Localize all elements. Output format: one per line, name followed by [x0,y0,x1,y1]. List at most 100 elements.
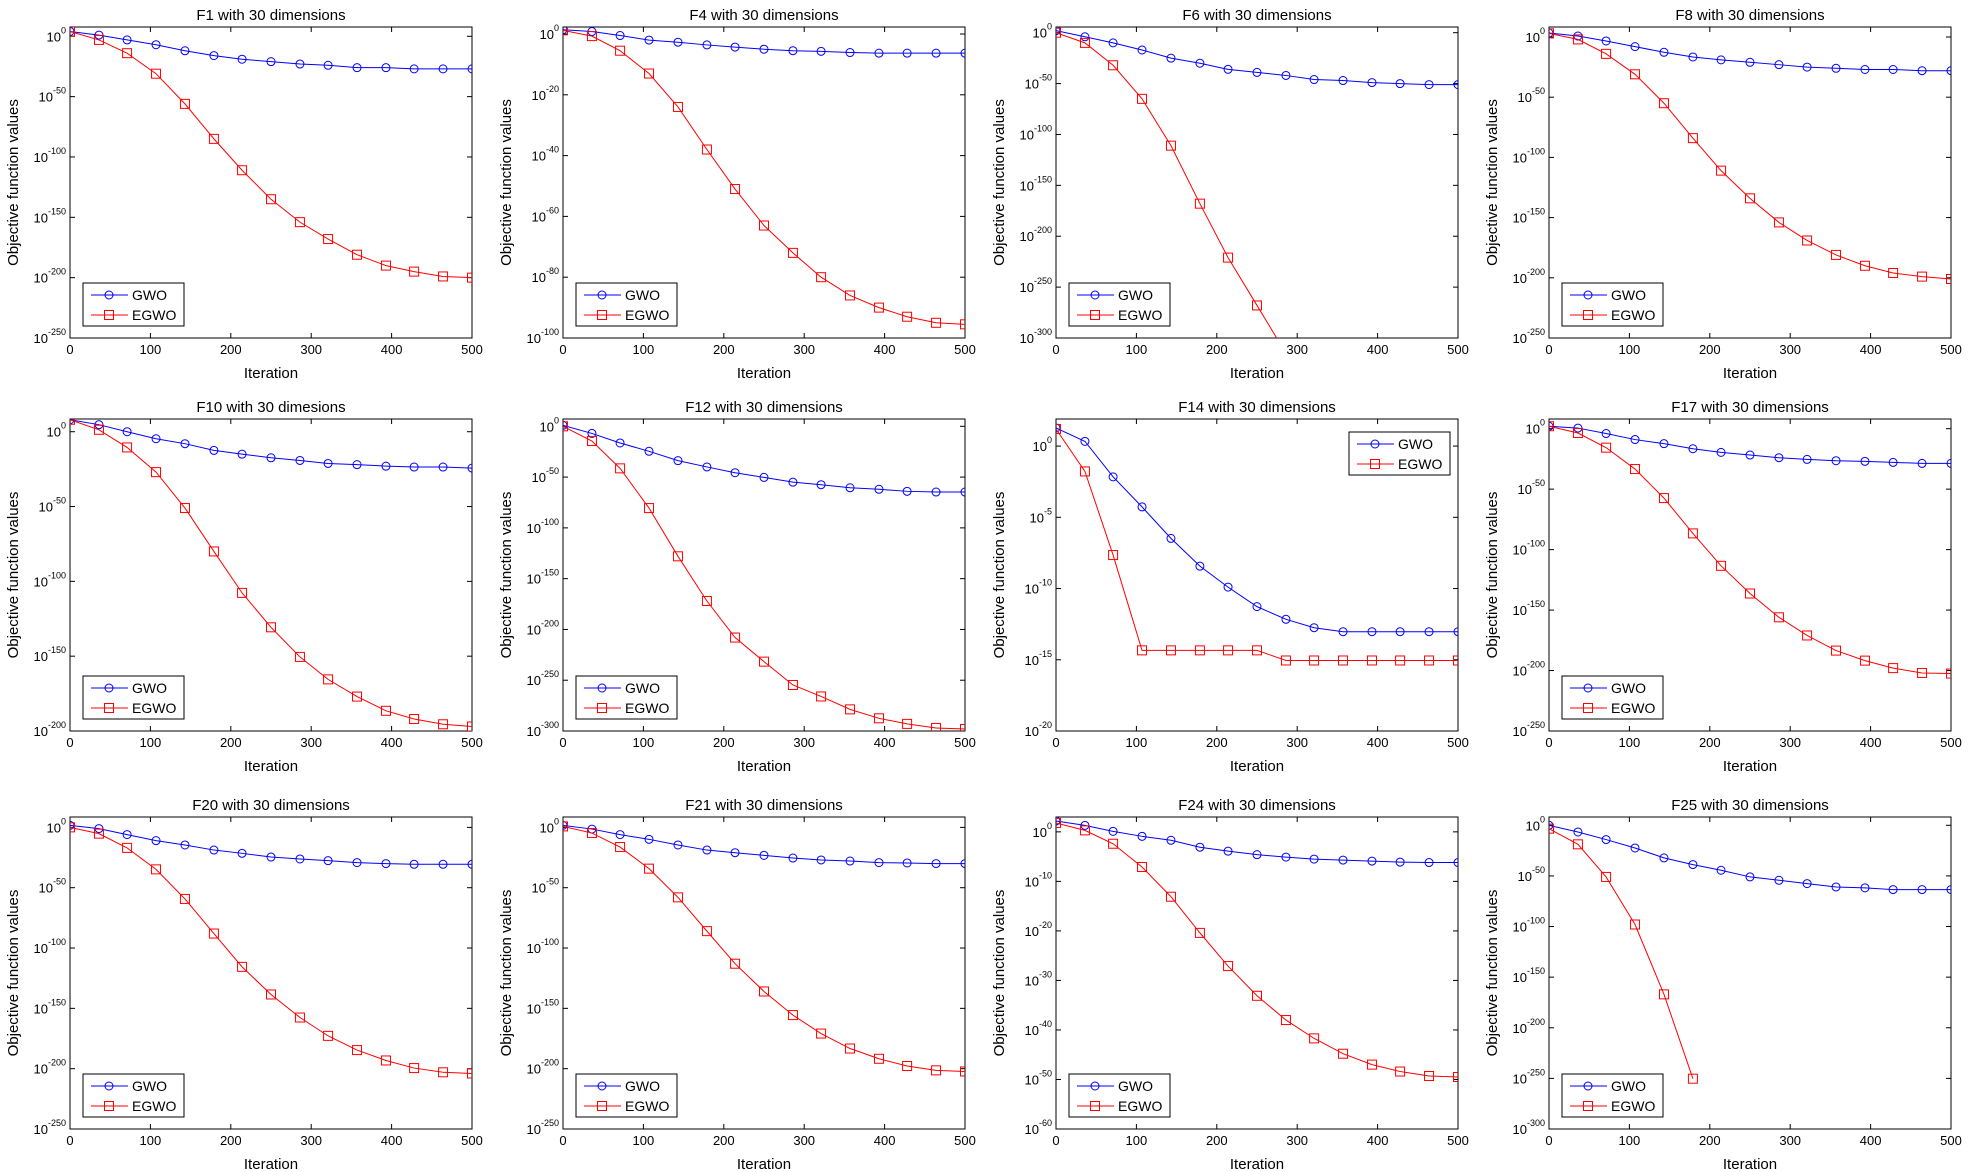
x-tick-label: 100 [140,1133,162,1148]
legend-label: GWO [132,680,167,696]
legend-box [1068,1073,1171,1118]
data-point-egwo [1773,217,1784,228]
series-line-egwo [1056,822,1458,1078]
data-point-gwo [381,63,391,73]
legend-label: GWO [625,287,660,303]
data-point-egwo [1338,1048,1349,1059]
x-axis-label: Iteration [1230,1156,1284,1172]
data-point-egwo [701,144,712,155]
legend-marker-circle [104,683,114,693]
x-tick-label: 300 [300,342,322,357]
data-point-egwo [1687,528,1698,539]
data-point-egwo [1309,1033,1320,1044]
x-tick-label: 100 [1619,342,1641,357]
y-tick-label: 10-150 [34,997,66,1016]
data-point-egwo [1745,193,1755,204]
tick-exponent: -100 [541,517,559,527]
data-point-egwo [1687,1073,1698,1084]
data-point-egwo [151,864,162,875]
data-point-egwo [672,551,683,562]
plot-area [1549,820,1951,1084]
data-point-egwo [931,317,942,328]
legend: GWO EGWO [82,282,185,327]
chart-panel: F10 with 30 dimesions Iteration Objective … [0,390,493,780]
series-line-gwo [1056,30,1458,86]
data-point-egwo [151,467,162,478]
data-point-egwo [208,928,219,939]
y-tick-label: 10-150 [34,645,66,664]
data-point-egwo [294,1012,305,1023]
plot-area [1056,423,1458,666]
tick-exponent: -300 [1527,1118,1545,1128]
data-point-egwo [323,1030,334,1041]
tick-base: 10 [1025,653,1039,668]
data-point-gwo [1108,38,1118,48]
data-point-egwo [179,98,190,109]
y-tick-label: 10-200 [34,267,66,286]
data-point-egwo [1108,838,1119,849]
data-point-egwo [352,1045,363,1056]
y-tick-label: 10-50 [1025,1068,1052,1087]
tick-base: 10 [540,419,554,434]
y-tick-label: 10-100 [527,327,559,346]
tick-exponent: -15 [1039,649,1052,659]
data-point-gwo [1281,70,1291,80]
data-point-gwo [323,856,333,866]
y-tick-label: 10-200 [1020,225,1052,244]
x-tick-label: 0 [66,1133,73,1148]
data-point-gwo [1108,826,1118,836]
data-point-gwo [702,462,712,472]
data-point-egwo [438,271,449,282]
data-point-gwo [438,64,448,74]
tick-base: 10 [47,425,61,440]
data-point-egwo [816,1028,827,1039]
data-point-gwo [1831,882,1841,892]
y-tick-label: 10-100 [34,937,66,956]
data-point-gwo [730,42,740,52]
x-tick-label: 100 [633,735,655,750]
tick-exponent: -50 [53,496,66,506]
plot-area [70,419,472,731]
y-tick-label: 10-200 [1513,267,1545,286]
legend-marker-circle [104,1081,114,1091]
legend-label: GWO [1118,287,1153,303]
y-tick-label: 100 [1526,814,1545,833]
tick-base: 10 [1025,874,1039,889]
data-point-gwo [122,830,132,840]
y-tick-label: 10-40 [1025,1019,1052,1038]
chart-panel: F25 with 30 dimensions Iteration Objective… [1479,782,1972,1172]
legend: GWO EGWO [1068,1073,1171,1118]
x-tick-label: 300 [793,1133,815,1148]
data-point-egwo [902,718,913,729]
tick-exponent: -150 [1034,174,1052,184]
data-point-gwo [587,428,597,438]
data-point-gwo [1601,36,1611,46]
x-tick-label: 500 [954,1133,976,1148]
data-point-egwo [845,1043,856,1054]
data-point-egwo [759,656,769,667]
y-tick-label: 10-50 [1518,865,1545,884]
y-tick-label: 100 [47,421,66,440]
y-tick-label: 10-200 [527,1058,559,1077]
data-point-gwo [1453,858,1458,868]
tick-base: 10 [1513,1071,1527,1086]
y-tick-label: 10-150 [527,997,559,1016]
tick-base: 10 [532,881,546,896]
data-point-gwo [266,453,276,463]
y-tick-label: 10-50 [39,877,66,896]
chart-svg: F6 with 30 dimensions Iteration Objective … [991,7,1469,382]
x-tick-label: 0 [1052,1133,1059,1148]
data-point-egwo [1630,464,1641,475]
series-line-gwo [1056,820,1458,864]
legend-marker-circle [1370,439,1380,449]
x-tick-label: 400 [1367,735,1389,750]
chart-title: F4 with 30 dimensions [689,7,838,24]
tick-base: 10 [1025,973,1039,988]
x-tick-label: 500 [1447,1133,1469,1148]
data-point-egwo [1252,990,1262,1001]
series-line-egwo [563,29,965,325]
x-tick-label: 200 [220,735,242,750]
data-point-gwo [644,35,654,45]
series-line-egwo [1549,32,1951,280]
legend-label: EGWO [1611,307,1655,323]
